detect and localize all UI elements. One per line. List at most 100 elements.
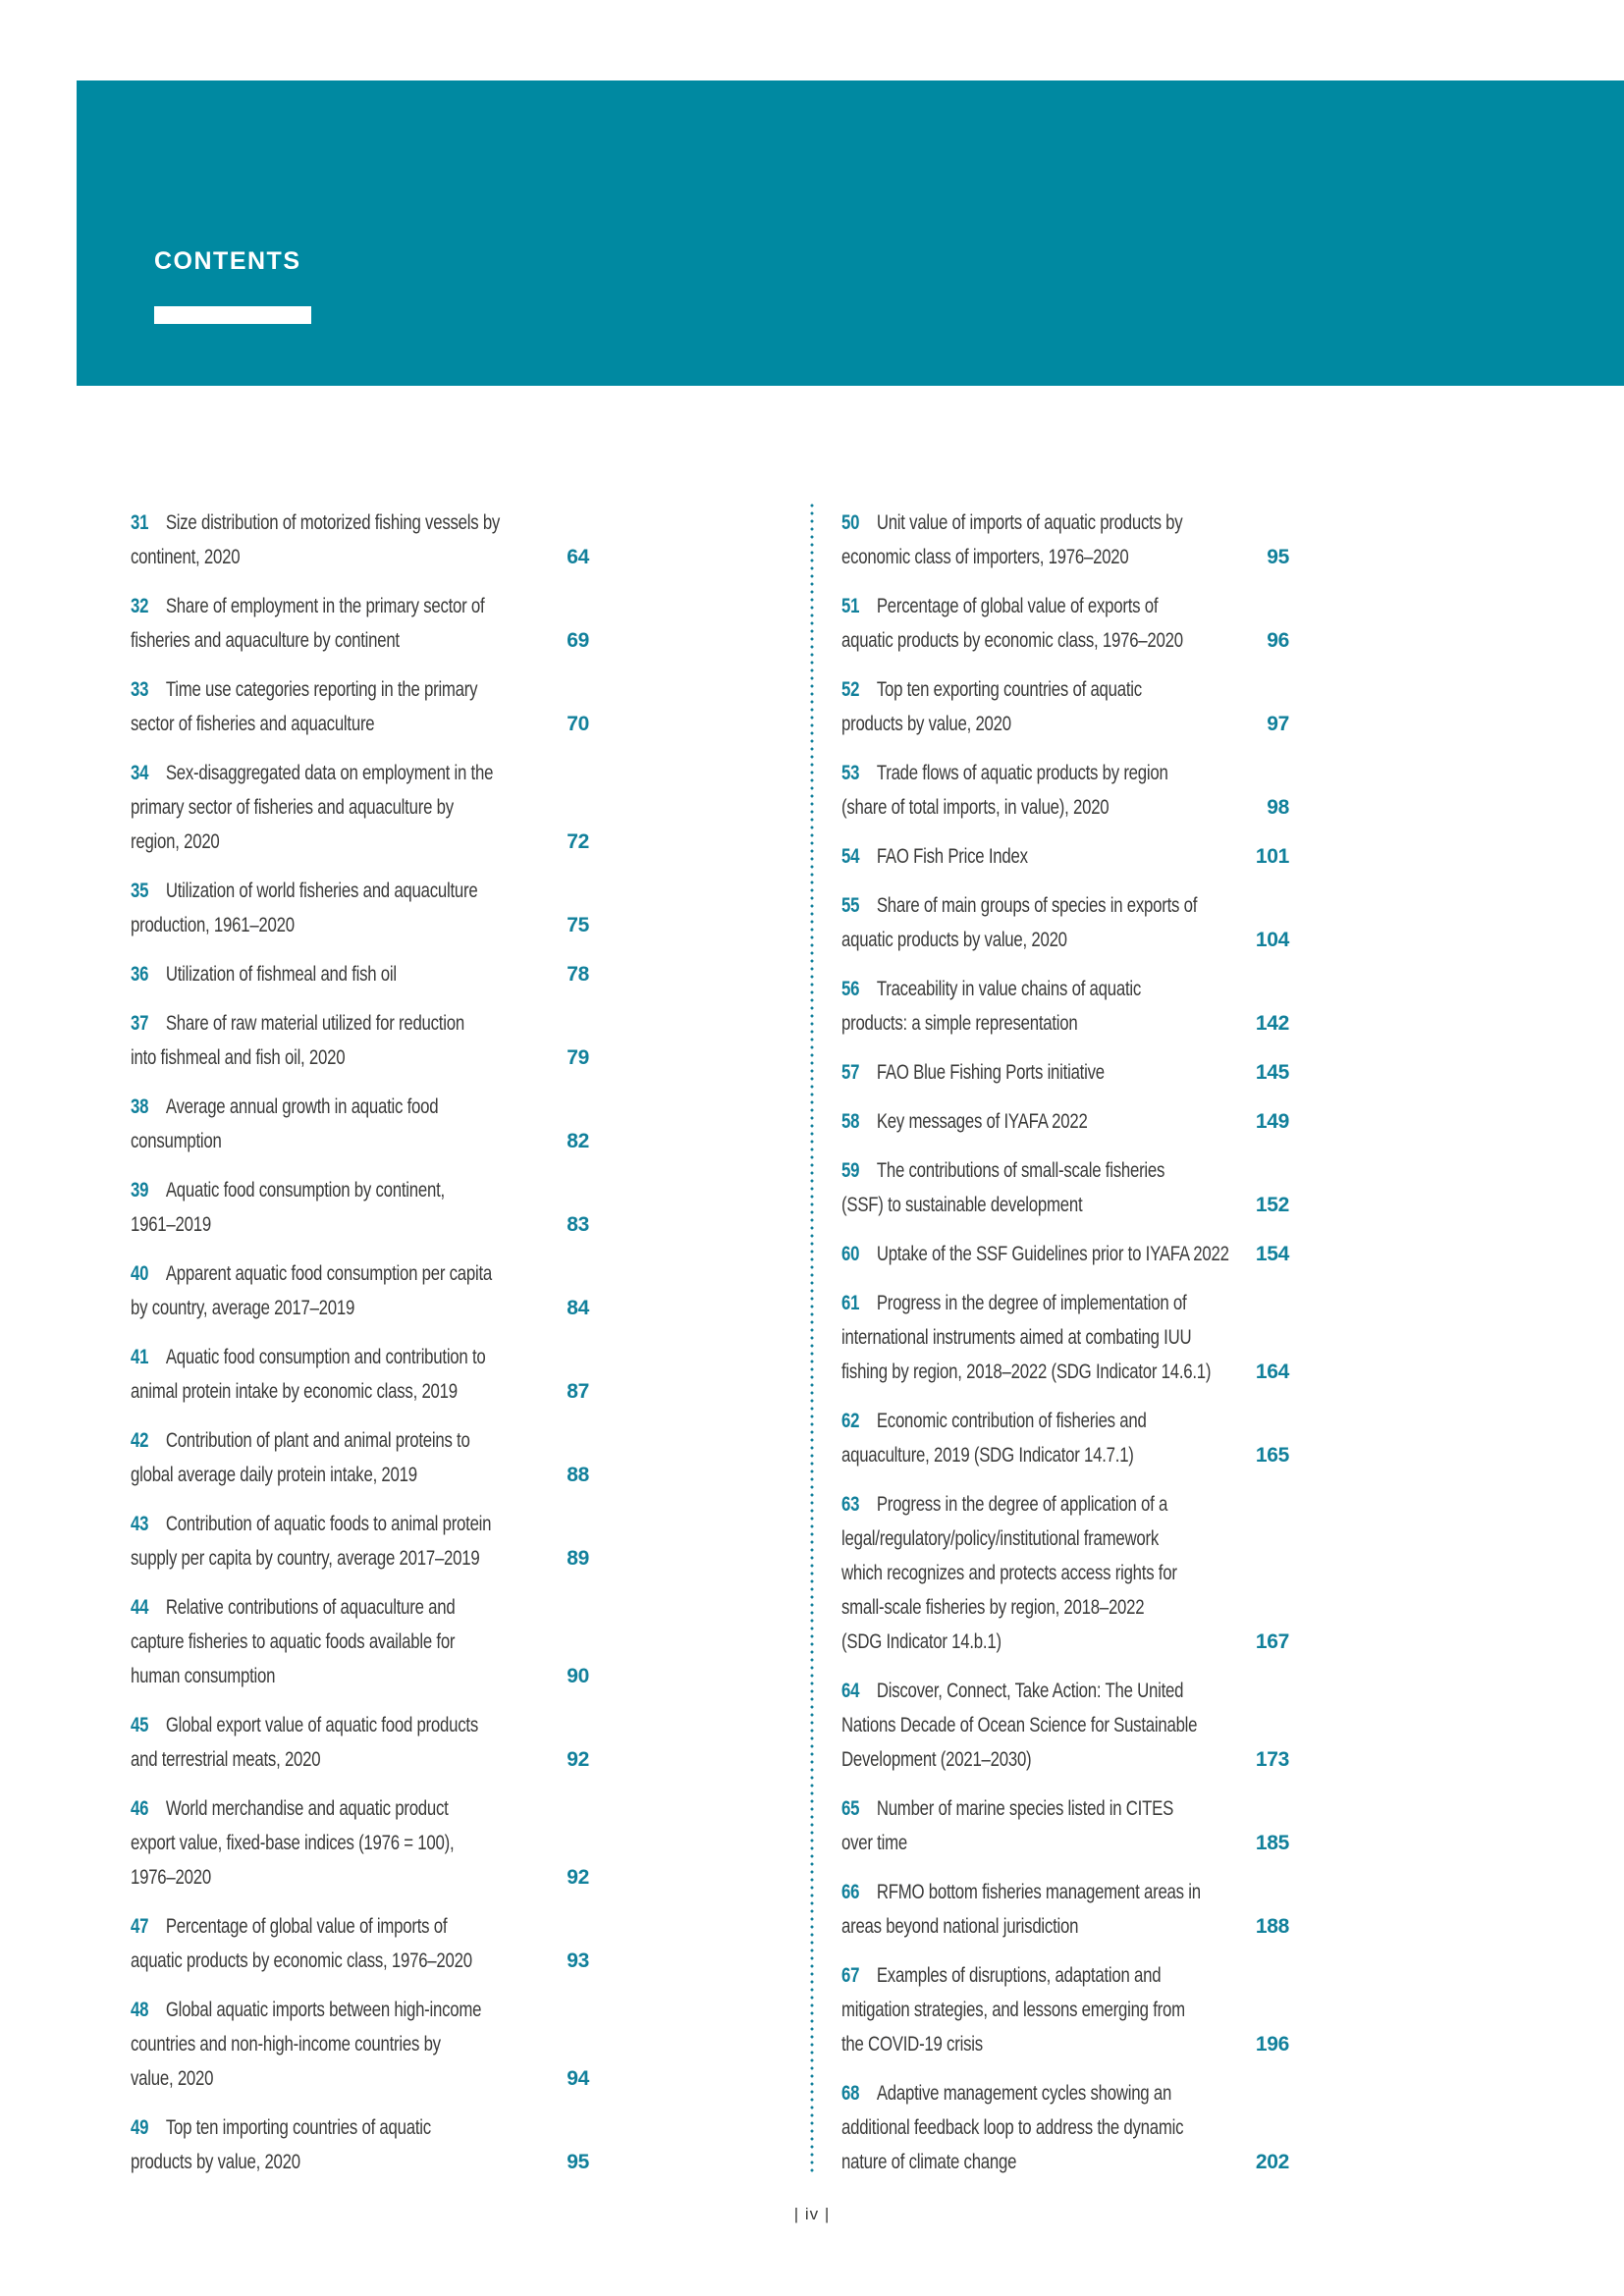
toc-entry-title: 38 Average annual growth in aquatic food … — [131, 1095, 439, 1152]
toc-entry: 32 Share of employment in the primary sec… — [131, 589, 589, 658]
toc-entry-number: 54 — [841, 845, 860, 868]
toc-entry-title: 39 Aquatic food consumption by continent,… — [131, 1179, 445, 1236]
toc-entry-title: 33 Time use categories reporting in the p… — [131, 678, 478, 735]
toc-entry: 64 Discover, Connect, Take Action: The Un… — [841, 1674, 1289, 1777]
toc-entry-number: 47 — [131, 1915, 149, 1938]
toc-entry-number: 45 — [131, 1714, 149, 1736]
toc-entry-page: 97 — [1267, 713, 1289, 735]
toc-entry-page: 93 — [567, 1949, 589, 1972]
toc-entry-number: 43 — [131, 1513, 149, 1535]
toc-entry-title: 62 Economic contribution of fisheries and… — [841, 1410, 1147, 1467]
toc-entry: 35 Utilization of world fisheries and aqu… — [131, 874, 589, 942]
toc-entry: 62 Economic contribution of fisheries and… — [841, 1404, 1289, 1472]
toc-entry-number: 58 — [841, 1110, 860, 1133]
toc-entry-page: 75 — [567, 914, 589, 936]
header-banner: CONTENTS — [77, 80, 1624, 386]
toc-entry: 47 Percentage of global value of imports … — [131, 1909, 589, 1978]
toc-entry-title: 65 Number of marine species listed in CIT… — [841, 1797, 1174, 1854]
toc-entry-title: 31 Size distribution of motorized fishing… — [131, 511, 501, 568]
toc-entry: 43 Contribution of aquatic foods to anima… — [131, 1507, 589, 1575]
dotted-column-divider — [810, 503, 814, 2173]
toc-entry-title: 45 Global export value of aquatic food pr… — [131, 1714, 478, 1771]
toc-entry-title: 49 Top ten importing countries of aquatic… — [131, 2116, 431, 2173]
toc-entry-title: 44 Relative contributions of aquaculture … — [131, 1596, 456, 1687]
toc-entry: 33 Time use categories reporting in the p… — [131, 672, 589, 741]
toc-entry-page: 165 — [1255, 1444, 1289, 1467]
toc-entry-page: 154 — [1255, 1243, 1289, 1265]
toc-entry: 49 Top ten importing countries of aquatic… — [131, 2110, 589, 2179]
toc-entry-title: 35 Utilization of world fisheries and aqu… — [131, 880, 478, 936]
toc-entry: 65 Number of marine species listed in CIT… — [841, 1791, 1289, 1860]
toc-entry: 55 Share of main groups of species in exp… — [841, 888, 1289, 957]
toc-entry-number: 67 — [841, 1964, 860, 1987]
toc-entry-number: 59 — [841, 1159, 860, 1182]
toc-entry-title: 32 Share of employment in the primary sec… — [131, 595, 485, 652]
toc-entry-number: 62 — [841, 1410, 860, 1432]
toc-entry-page: 152 — [1255, 1194, 1289, 1216]
toc-entry-page: 96 — [1267, 629, 1289, 652]
toc-entry-title: 61 Progress in the degree of implementati… — [841, 1292, 1212, 1383]
toc-entry: 52 Top ten exporting countries of aquatic… — [841, 672, 1289, 741]
toc-entry-number: 35 — [131, 880, 149, 902]
toc-entry-title: 43 Contribution of aquatic foods to anima… — [131, 1513, 492, 1570]
toc-entry-page: 92 — [567, 1748, 589, 1771]
toc-entry: 34 Sex-disaggregated data on employment i… — [131, 756, 589, 859]
title-underline-bar — [154, 306, 311, 324]
toc-entry: 46 World merchandise and aquatic product … — [131, 1791, 589, 1895]
toc-entry-title: 68 Adaptive management cycles showing an … — [841, 2082, 1184, 2173]
toc-entry-page: 98 — [1267, 796, 1289, 819]
toc-entry-page: 101 — [1255, 845, 1289, 868]
toc-entry-number: 39 — [131, 1179, 149, 1201]
toc-entry-page: 70 — [567, 713, 589, 735]
toc-entry-page: 92 — [567, 1866, 589, 1889]
toc-entry-number: 51 — [841, 595, 860, 617]
toc-entry-number: 64 — [841, 1680, 860, 1702]
toc-entry-title: 40 Apparent aquatic food consumption per … — [131, 1262, 493, 1319]
toc-entry: 61 Progress in the degree of implementati… — [841, 1286, 1289, 1389]
toc-entry-title: 48 Global aquatic imports between high-in… — [131, 1999, 482, 2090]
toc-entry: 37 Share of raw material utilized for red… — [131, 1006, 589, 1075]
toc-entry-number: 60 — [841, 1243, 860, 1265]
toc-entry: 67 Examples of disruptions, adaptation an… — [841, 1958, 1289, 2061]
toc-entry: 68 Adaptive management cycles showing an … — [841, 2076, 1289, 2179]
toc-entry: 59 The contributions of small-scale fishe… — [841, 1153, 1289, 1222]
toc-entry-number: 41 — [131, 1346, 149, 1368]
toc-entry-number: 48 — [131, 1999, 149, 2021]
toc-entry-page: 149 — [1255, 1110, 1289, 1133]
toc-entry: 31 Size distribution of motorized fishing… — [131, 506, 589, 574]
toc-entry-number: 40 — [131, 1262, 149, 1285]
page-title: CONTENTS — [154, 247, 301, 275]
toc-entry-title: 34 Sex-disaggregated data on employment i… — [131, 762, 494, 853]
toc-entry: 58 Key messages of IYAFA 2022 149 — [841, 1104, 1289, 1139]
toc-entry: 51 Percentage of global value of exports … — [841, 589, 1289, 658]
toc-entry-number: 34 — [131, 762, 149, 784]
toc-entry: 50 Unit value of imports of aquatic produ… — [841, 506, 1289, 574]
toc-entry-number: 44 — [131, 1596, 149, 1619]
toc-entry-title: 42 Contribution of plant and animal prote… — [131, 1429, 470, 1486]
toc-entry-page: 64 — [567, 546, 589, 568]
toc-entry: 56 Traceability in value chains of aquati… — [841, 972, 1289, 1041]
toc-entry-number: 50 — [841, 511, 860, 534]
toc-entry-title: 54 FAO Fish Price Index — [841, 845, 1028, 868]
toc-entry-number: 65 — [841, 1797, 860, 1820]
toc-entry-title: 51 Percentage of global value of exports … — [841, 595, 1183, 652]
toc-entry-page: 90 — [567, 1665, 589, 1687]
toc-entry-page: 173 — [1255, 1748, 1289, 1771]
toc-entry: 40 Apparent aquatic food consumption per … — [131, 1256, 589, 1325]
toc-entry-page: 72 — [567, 830, 589, 853]
toc-entry-title: 64 Discover, Connect, Take Action: The Un… — [841, 1680, 1198, 1771]
toc-entry-title: 36 Utilization of fishmeal and fish oil — [131, 963, 397, 986]
toc-entry-title: 47 Percentage of global value of imports … — [131, 1915, 472, 1972]
toc-entry-title: 66 RFMO bottom fisheries management areas… — [841, 1881, 1201, 1938]
toc-entry-page: 142 — [1255, 1012, 1289, 1035]
toc-entry-page: 95 — [567, 2151, 589, 2173]
page-number-footer: | iv | — [793, 2205, 831, 2223]
toc-entry: 39 Aquatic food consumption by continent,… — [131, 1173, 589, 1242]
toc-entry-page: 69 — [567, 629, 589, 652]
toc-entry-page: 145 — [1255, 1061, 1289, 1084]
toc-entry-title: 55 Share of main groups of species in exp… — [841, 894, 1198, 951]
toc-entry-title: 59 The contributions of small-scale fishe… — [841, 1159, 1165, 1216]
toc-entry-page: 188 — [1255, 1915, 1289, 1938]
toc-entry-page: 164 — [1255, 1361, 1289, 1383]
